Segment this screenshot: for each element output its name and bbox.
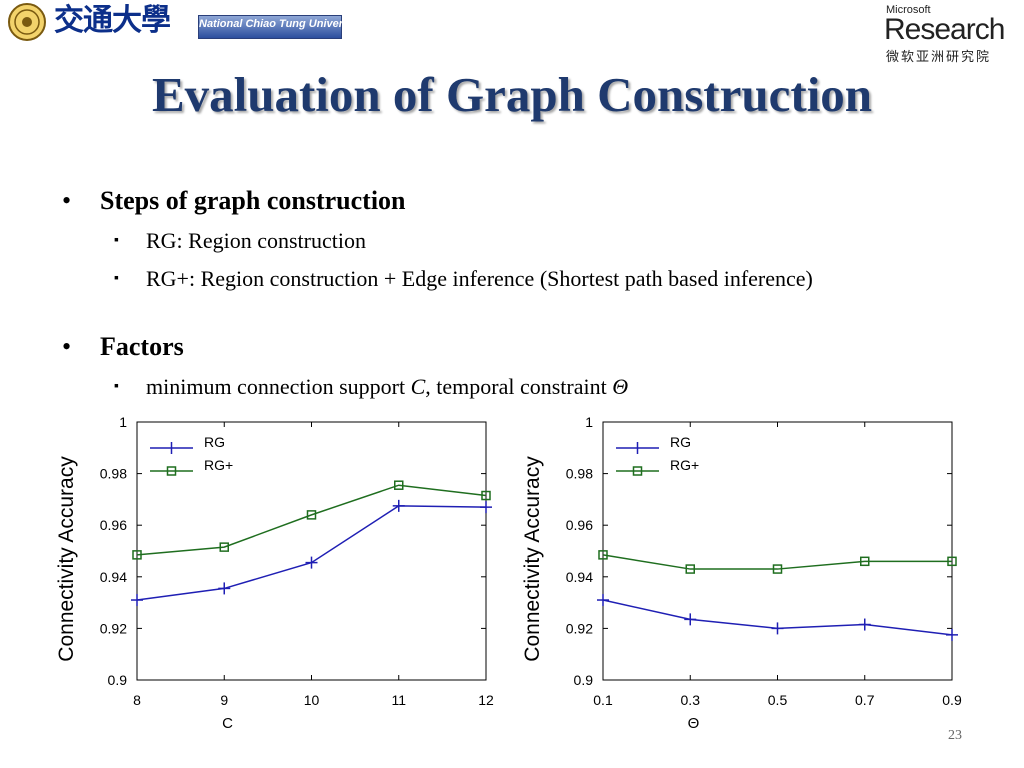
university-english-name: National Chiao Tung University <box>199 18 362 30</box>
y-tick-label: 0.98 <box>100 466 127 482</box>
data-point-rg <box>684 613 697 626</box>
x-tick-label: 11 <box>391 692 406 708</box>
legend-marker-square <box>166 466 177 476</box>
legend-label: RG <box>670 434 691 450</box>
page-number: 23 <box>948 728 962 743</box>
x-axis-label: Θ <box>688 715 700 732</box>
data-point-rg <box>946 628 958 641</box>
y-tick-label: 0.9 <box>108 672 128 688</box>
y-axis-label: Connectivity Accuracy <box>55 456 78 662</box>
y-tick-label: 0.9 <box>574 672 594 688</box>
sub-bullet-square: ▪ <box>114 379 119 394</box>
y-tick-label: 1 <box>119 414 127 430</box>
data-point-rg-plus <box>772 564 783 574</box>
chart-accuracy-vs-theta: 0.9 0.92 0.94 0.96 0.98 1 0.1 0.3 0.5 0.7 0.9 Θ Conn… <box>521 414 962 732</box>
legend-label: RG+ <box>204 457 233 473</box>
chart-accuracy-vs-c: 0.9 0.92 0.94 0.96 0.98 1 8 9 10 11 12 C Connectivit… <box>55 414 494 732</box>
y-tick-label: 0.98 <box>566 466 593 482</box>
bullet-dot: • <box>62 332 72 361</box>
sub-bullet-square: ▪ <box>114 233 119 248</box>
sub-bullet-rg-text: RG: Region construction <box>146 228 366 253</box>
data-point-rg-plus <box>947 556 957 567</box>
sub-bullet-rg: ▪ RG: Region construction <box>114 226 366 256</box>
data-point-rg-plus <box>598 550 608 560</box>
x-tick-label: 0.3 <box>681 692 701 708</box>
university-logo: 交通大學 National Chiao Tung University <box>4 2 362 42</box>
sub-bullet-factors: ▪ minimum connection support C, temporal… <box>114 372 629 402</box>
data-point-rg-plus <box>306 510 317 520</box>
y-tick-label: 0.96 <box>100 517 127 533</box>
plot-frame <box>136 421 487 681</box>
data-point-rg-plus <box>481 490 491 501</box>
x-tick-label: 12 <box>478 692 494 708</box>
data-point-rg-plus <box>685 564 695 574</box>
y-tick-label: 0.92 <box>566 620 593 636</box>
factors-text-mid: , temporal constraint <box>425 374 613 399</box>
x-tick-label: 0.9 <box>942 692 962 708</box>
factors-symbol-c: C <box>410 374 426 399</box>
x-tick-label: 0.1 <box>593 692 613 708</box>
x-tick-label: 0.5 <box>768 692 788 708</box>
factors-symbol-theta: Θ <box>612 374 629 399</box>
microsoft-research-logo: Microsoft Research 微软亚洲研究院 <box>878 2 1018 65</box>
data-point-rg <box>597 594 609 607</box>
y-tick-label: 1 <box>585 414 593 430</box>
x-tick-label: 10 <box>304 692 320 708</box>
data-point-rg-plus <box>394 480 404 490</box>
y-axis-label: Connectivity Accuracy <box>521 456 544 662</box>
bullet-factors-text: Factors <box>100 332 184 361</box>
x-axis-label: C <box>222 715 233 732</box>
data-point-rg <box>771 622 784 635</box>
sub-bullet-rg-plus-text: RG+: Region construction + Edge inferenc… <box>146 266 813 291</box>
y-tick-label: 0.92 <box>100 620 127 636</box>
university-name-banner: National Chiao Tung University <box>198 15 362 39</box>
series-line-rg-plus <box>602 554 952 570</box>
x-tick-label: 8 <box>133 692 141 708</box>
sub-bullet-rg-plus: ▪ RG+: Region construction + Edge infere… <box>114 264 906 294</box>
x-tick-label: 9 <box>220 692 228 708</box>
bullet-dot: • <box>62 186 72 215</box>
legend-label: RG <box>204 434 225 450</box>
legend-label: RG+ <box>670 457 699 473</box>
university-chinese-name: 交通大學 <box>54 3 171 38</box>
data-point-rg <box>392 499 405 512</box>
research-label: Research <box>884 13 1005 46</box>
data-point-rg <box>480 501 492 514</box>
bullet-factors-heading: • Factors <box>62 332 184 362</box>
bullet-steps-text: Steps of graph construction <box>100 186 406 215</box>
microsoft-label: Microsoft <box>886 4 931 16</box>
y-tick-label: 0.96 <box>566 517 593 533</box>
university-seal-icon <box>8 3 46 41</box>
plot-frame <box>602 421 953 681</box>
bullet-steps-heading: • Steps of graph construction <box>62 186 406 216</box>
data-point-rg <box>131 594 143 607</box>
sub-bullet-square: ▪ <box>114 271 119 286</box>
data-point-rg-plus <box>860 556 870 567</box>
series-line-rg-plus <box>136 484 487 556</box>
data-point-rg <box>218 582 231 595</box>
data-point-rg-plus <box>219 542 229 552</box>
data-point-rg <box>858 618 871 631</box>
y-tick-label: 0.94 <box>100 569 127 585</box>
msra-chinese-label: 微软亚洲研究院 <box>886 50 992 65</box>
y-tick-label: 0.94 <box>566 569 593 585</box>
x-tick-label: 0.7 <box>855 692 875 708</box>
legend-marker-square <box>632 466 643 476</box>
factors-text-prefix: minimum connection support <box>146 374 411 399</box>
data-point-rg <box>305 556 318 569</box>
data-point-rg-plus <box>132 550 142 560</box>
slide-title: Evaluation of Graph Construction <box>151 67 873 122</box>
